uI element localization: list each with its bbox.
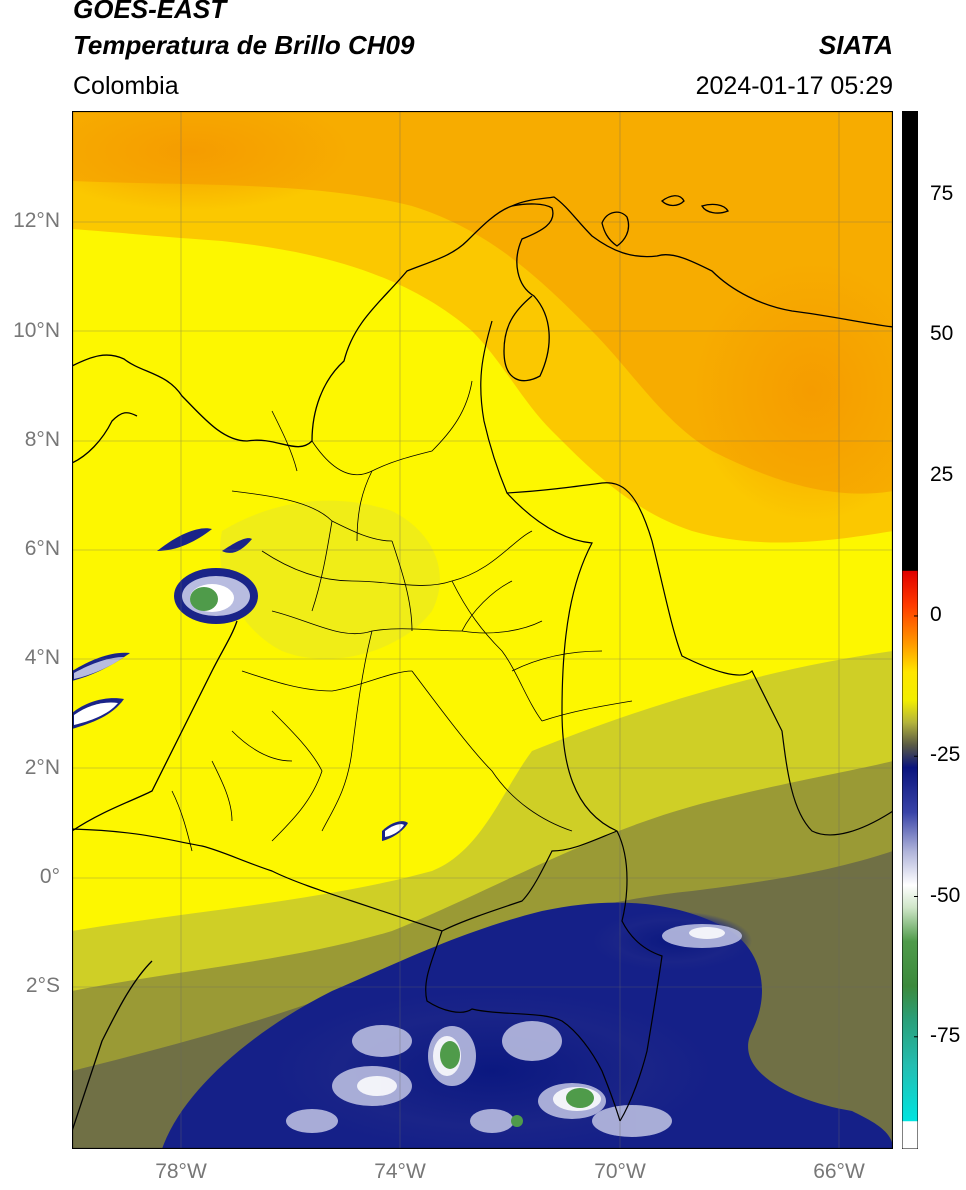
region-label: Colombia: [73, 72, 179, 100]
graticule: [72, 111, 893, 1149]
warm-area-core: [72, 111, 893, 494]
lat-tick-2n: 2°N: [24, 756, 60, 779]
haze-andes: [220, 500, 440, 659]
brand-label: SIATA: [818, 30, 893, 60]
lon-tick-78w: 78°W: [155, 1160, 207, 1183]
national-borders: [72, 320, 893, 1122]
lat-tick-12n: 12°N: [13, 209, 60, 232]
lat-tick-10n: 10°N: [13, 319, 60, 342]
colorbar-tick-label: 50: [930, 322, 954, 346]
colorbar: [902, 111, 918, 1149]
lon-tick-74w: 74°W: [374, 1160, 426, 1183]
colorbar-tick-label: 75: [930, 182, 954, 206]
timestamp-label: 2024-01-17 05:29: [695, 72, 893, 100]
coastlines: [72, 195, 893, 1132]
colorbar-tick-label: 25: [930, 462, 954, 486]
lat-tick-6n: 6°N: [24, 537, 60, 560]
brightness-temperature-map: [72, 111, 893, 1149]
map-frame: [72, 111, 893, 1149]
warm-core-venezuela: [692, 261, 893, 521]
pacific-cell: [72, 528, 408, 841]
satellite-title: GOES-EAST: [73, 0, 227, 24]
lat-tick-4n: 4°N: [24, 646, 60, 669]
lat-tick-0: 0°: [39, 865, 60, 888]
lon-tick-70w: 70°W: [594, 1160, 646, 1183]
colorbar-tick-label: -75: [930, 1023, 961, 1047]
department-borders: [171, 380, 633, 852]
lat-tick-8n: 8°N: [24, 428, 60, 451]
product-title: Temperatura de Brillo CH09: [73, 30, 415, 60]
overshooting-tops: [440, 1041, 594, 1127]
colorbar-gradient: [902, 111, 918, 1149]
colorbar-tick-label: -25: [930, 743, 961, 767]
colorbar-tick-label: 0: [930, 602, 942, 626]
warm-core-caribbean: [72, 111, 352, 211]
colorbar-tick-label: -50: [930, 883, 961, 907]
lon-tick-66w: 66°W: [813, 1160, 865, 1183]
lat-tick-2s: 2°S: [25, 974, 60, 997]
